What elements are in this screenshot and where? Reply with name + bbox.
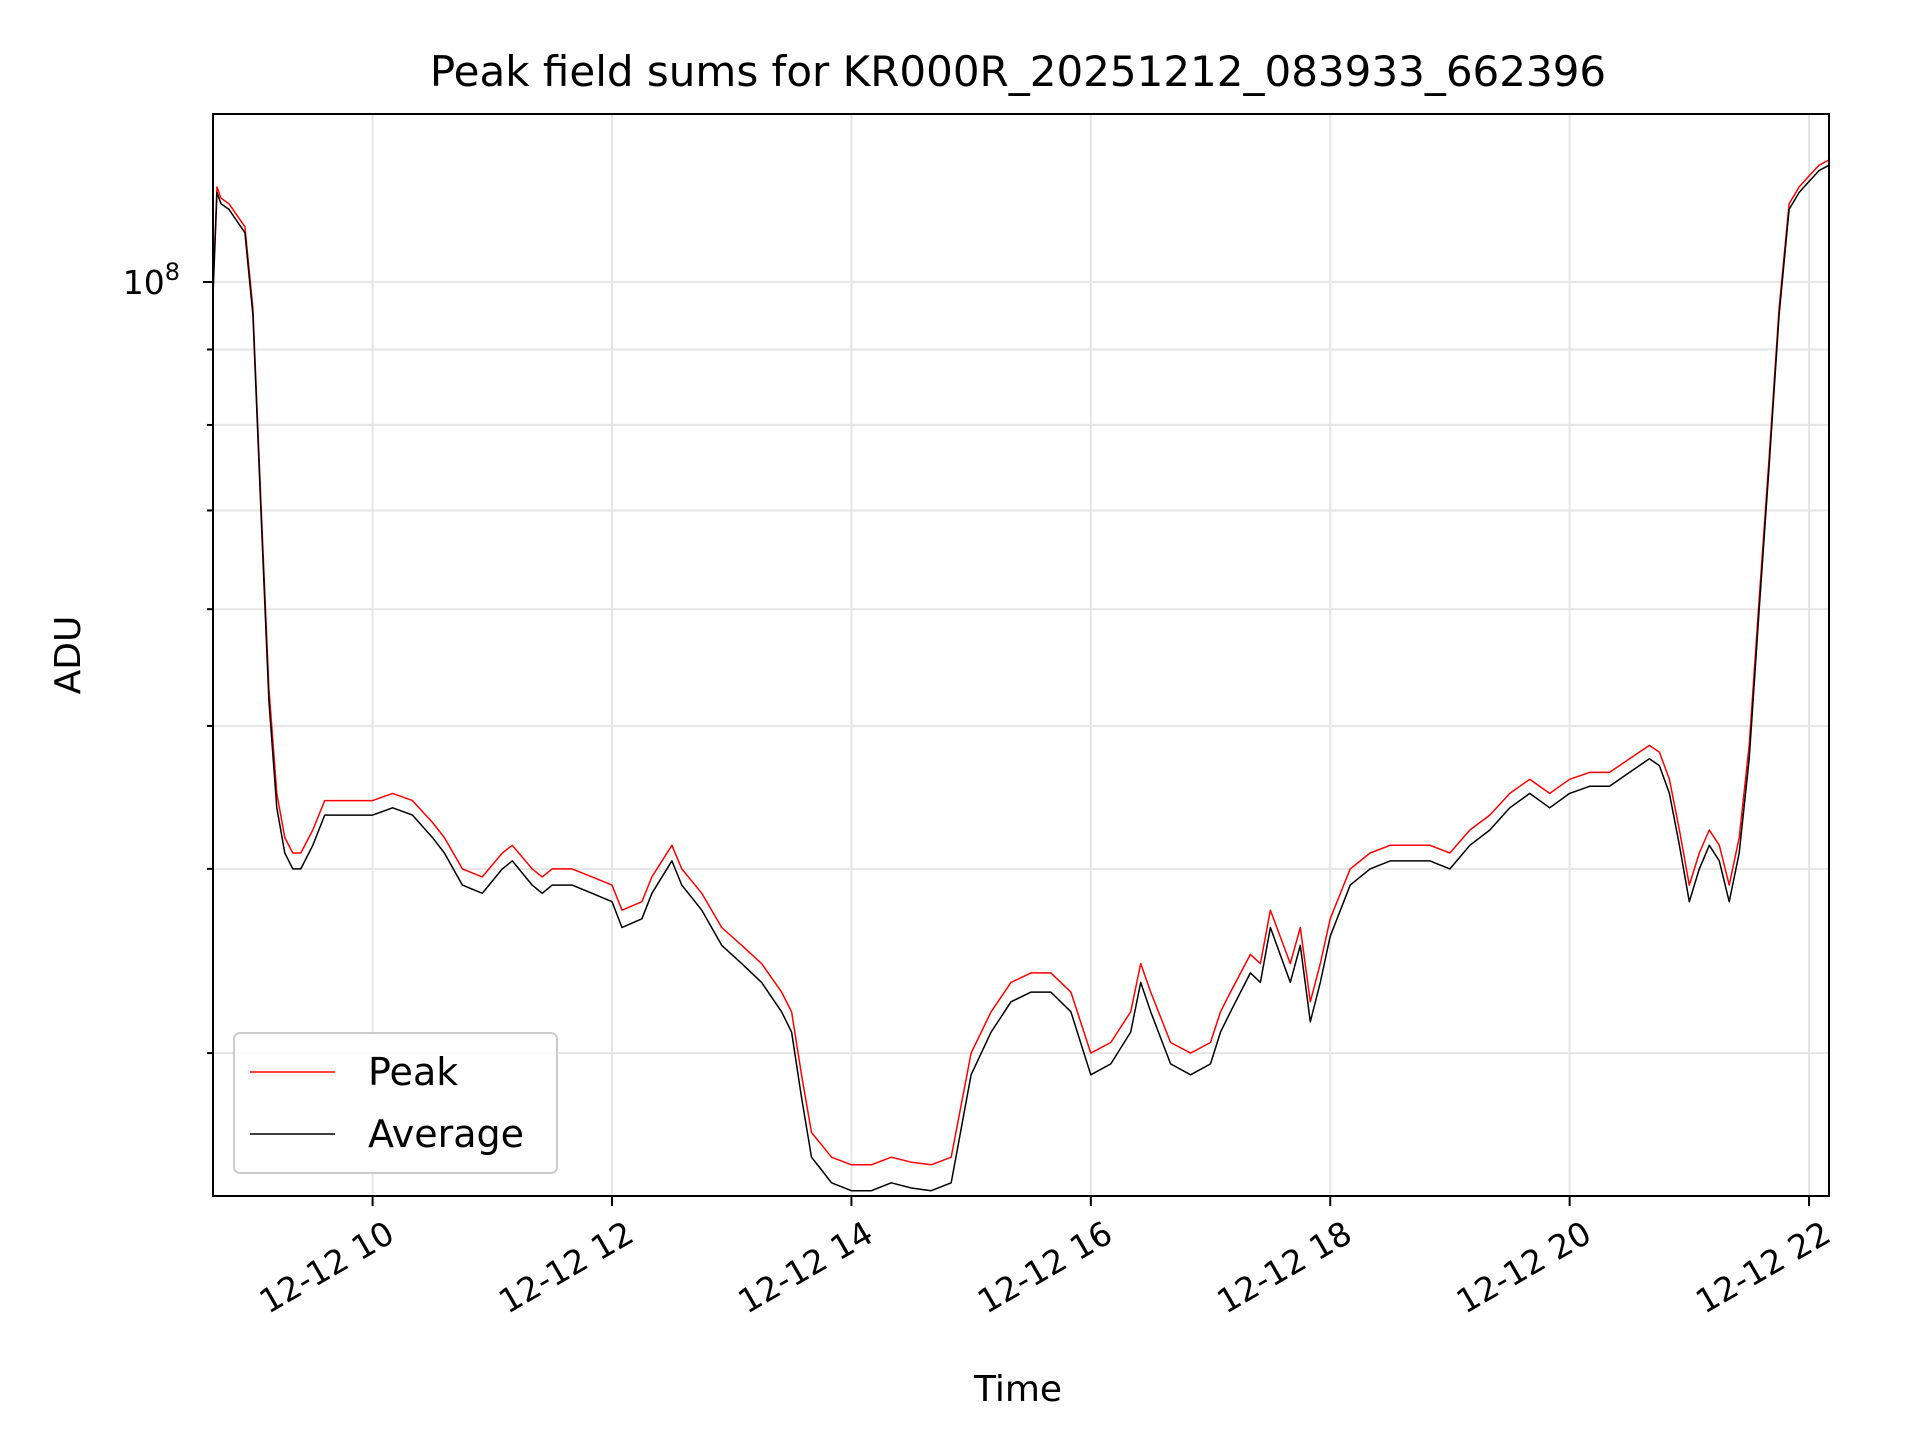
series-layer (212, 159, 1830, 1192)
y-axis-label: ADU (48, 616, 89, 695)
grid (213, 114, 1829, 1196)
series-line-average (212, 164, 1830, 1192)
x-axis-label: Time (973, 1369, 1062, 1410)
legend: Peak Average (233, 1032, 558, 1174)
chart-title: Peak field sums for KR000R_20251212_0839… (430, 47, 1606, 96)
legend-frame (233, 1032, 558, 1174)
plot-frame (212, 113, 1830, 1197)
y-tick-label: 108 (123, 258, 180, 302)
series-line-peak (212, 159, 1830, 1166)
legend-peak-label: Peak (368, 1050, 458, 1094)
legend-average-label: Average (368, 1112, 524, 1156)
